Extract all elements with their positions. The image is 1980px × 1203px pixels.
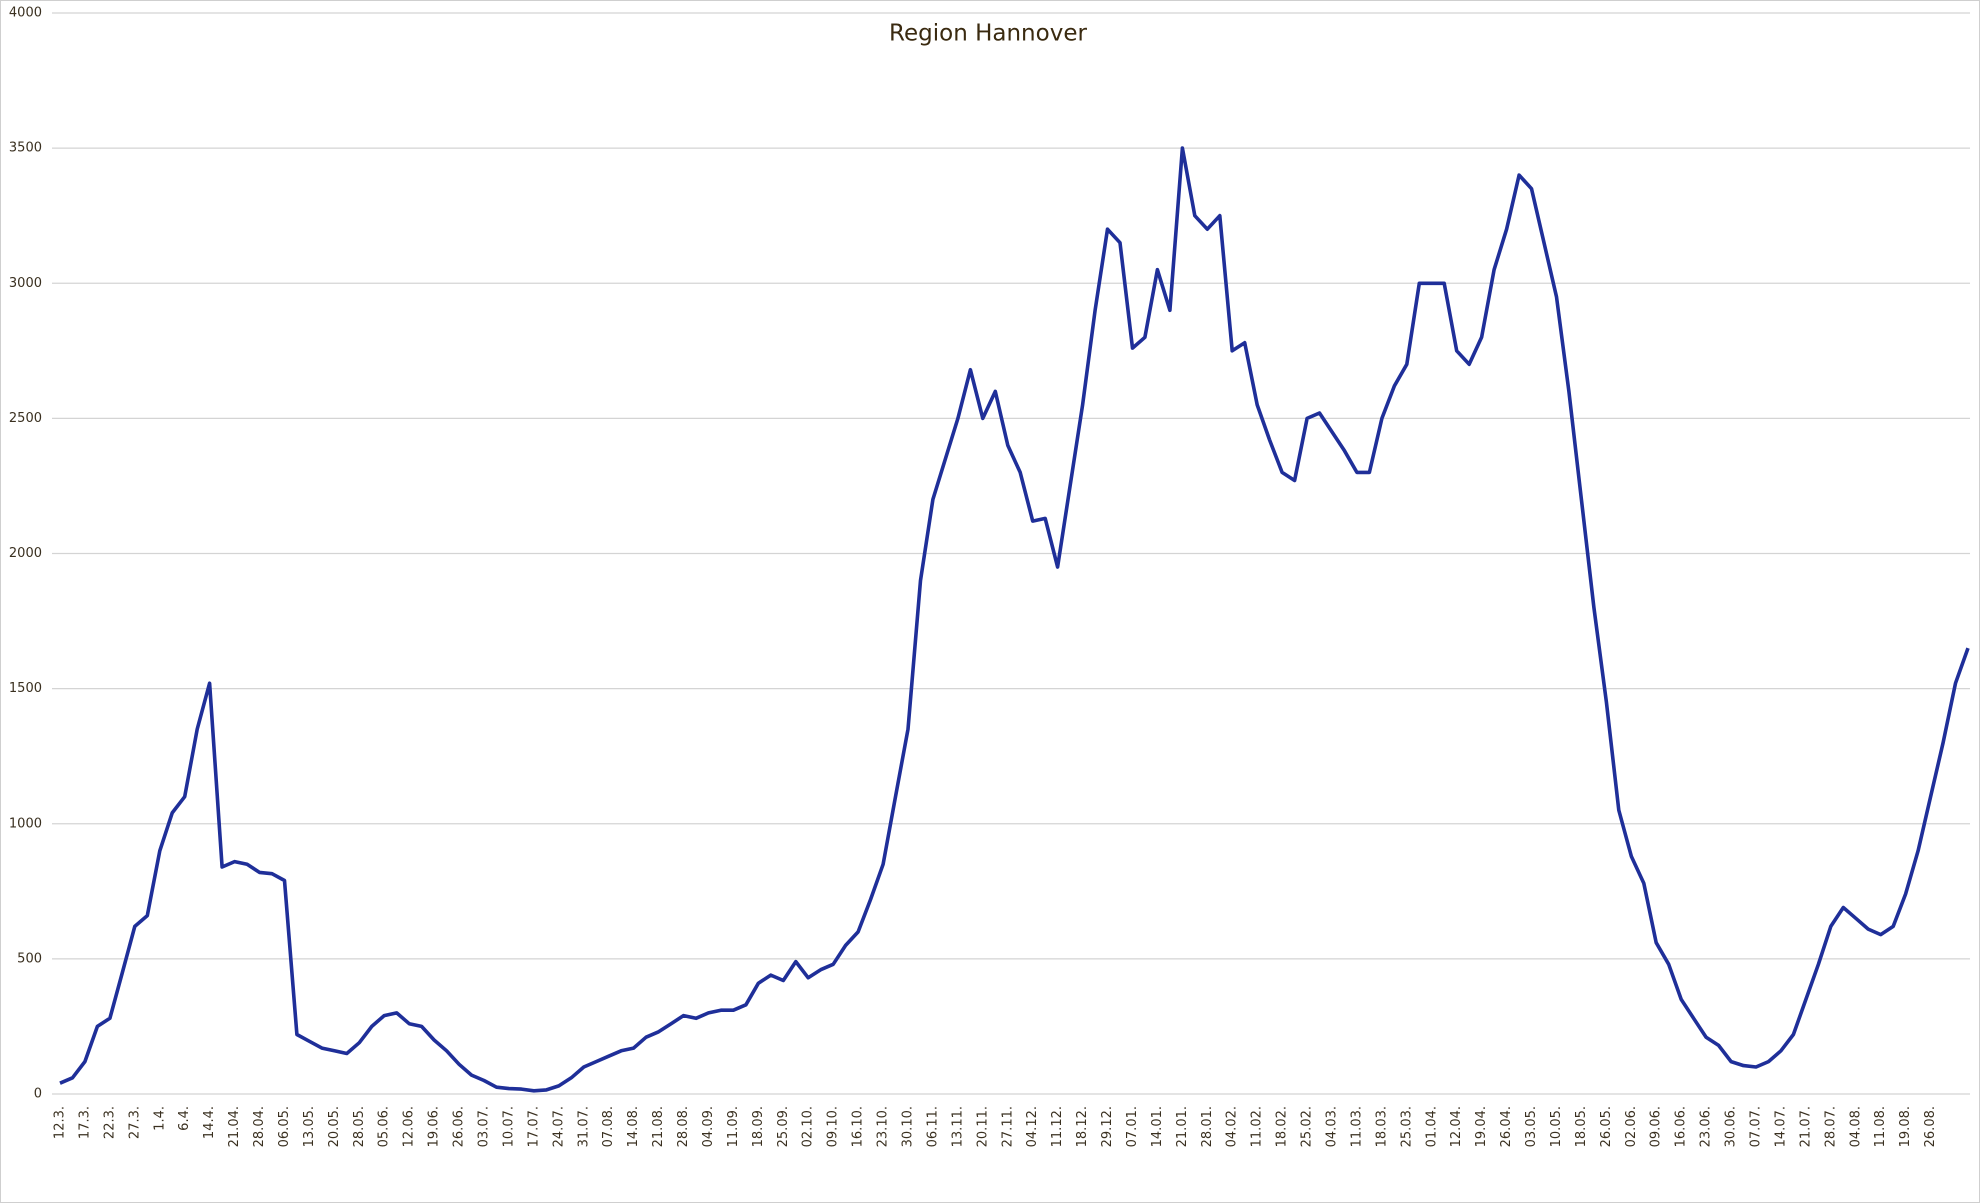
x-tick-label: 03.05. [1524, 1106, 1539, 1147]
y-tick-label: 500 [17, 951, 42, 966]
x-tick-label: 04.03. [1325, 1106, 1340, 1147]
x-tick-label: 10.07. [501, 1106, 516, 1147]
y-tick-label: 1500 [9, 681, 42, 696]
data-line [59, 146, 1970, 1093]
x-tick-label: 21.01. [1175, 1106, 1190, 1147]
x-tick-label: 14.08. [626, 1106, 641, 1147]
x-tick-label: 30.10. [901, 1106, 916, 1147]
x-tick-label: 23.10. [876, 1106, 891, 1147]
x-tick-label: 24.07. [551, 1106, 566, 1147]
x-tick-label: 26.06. [452, 1106, 467, 1147]
x-tick-label: 11.03. [1349, 1106, 1364, 1147]
x-tick-label: 25.03. [1399, 1106, 1414, 1147]
x-tick-label: 18.03. [1374, 1106, 1389, 1147]
x-tick-label: 09.06. [1649, 1106, 1664, 1147]
y-tick-label: 1000 [9, 816, 42, 831]
x-tick-label: 12.04. [1449, 1106, 1464, 1147]
x-tick-label: 04.12. [1025, 1106, 1040, 1147]
x-tick-label: 25.09. [776, 1106, 791, 1147]
x-tick-label: 28.08. [676, 1106, 691, 1147]
chart-title: Region Hannover [889, 21, 1087, 47]
x-tick-label: 19.08. [1898, 1106, 1913, 1147]
x-tick-label: 19.04. [1474, 1106, 1489, 1147]
x-tick-label: 27.11. [1000, 1106, 1015, 1147]
y-tick-label: 2000 [9, 546, 42, 561]
x-tick-label: 14.07. [1773, 1106, 1788, 1147]
x-tick-label: 11.09. [726, 1106, 741, 1147]
x-tick-label: 11.02. [1250, 1106, 1265, 1147]
x-tick-label: 18.09. [751, 1106, 766, 1147]
x-tick-label: 06.05. [277, 1106, 292, 1147]
x-tick-label: 20.11. [975, 1106, 990, 1147]
x-tick-label: 31.07. [576, 1106, 591, 1147]
x-tick-label: 04.08. [1848, 1106, 1863, 1147]
x-tick-label: 29.12. [1100, 1106, 1115, 1147]
x-tick-label: 13.05. [302, 1106, 317, 1147]
x-tick-label: 07.08. [601, 1106, 616, 1147]
x-tick-label: 27.3. [127, 1106, 142, 1139]
x-tick-label: 07.01. [1125, 1106, 1140, 1147]
x-tick-label: 18.05. [1574, 1106, 1589, 1147]
x-tick-label: 21.07. [1798, 1106, 1813, 1147]
x-tick-label: 11.12. [1050, 1106, 1065, 1147]
x-tick-label: 01.04. [1424, 1106, 1439, 1147]
x-tick-label: 06.11. [925, 1106, 940, 1147]
y-tick-label: 4000 [9, 6, 42, 21]
x-tick-label: 28.01. [1200, 1106, 1215, 1147]
x-tick-label: 05.06. [377, 1106, 392, 1147]
x-tick-label: 16.06. [1674, 1106, 1689, 1147]
x-tick-label: 30.06. [1724, 1106, 1739, 1147]
x-tick-label: 14.01. [1150, 1106, 1165, 1147]
x-tick-label: 03.07. [477, 1106, 492, 1147]
x-tick-label: 22.3. [102, 1106, 117, 1139]
x-tick-label: 18.12. [1075, 1106, 1090, 1147]
x-tick-label: 12.3. [53, 1106, 68, 1139]
x-tick-label: 13.11. [950, 1106, 965, 1147]
x-tick-label: 04.09. [701, 1106, 716, 1147]
x-tick-label: 26.08. [1923, 1106, 1938, 1147]
x-tick-label: 28.07. [1823, 1106, 1838, 1147]
x-tick-label: 18.02. [1275, 1106, 1290, 1147]
x-tick-label: 17.07. [526, 1106, 541, 1147]
x-tick-label: 28.05. [352, 1106, 367, 1147]
x-tick-label: 04.02. [1225, 1106, 1240, 1147]
x-tick-label: 19.06. [427, 1106, 442, 1147]
x-tick-label: 09.10. [826, 1106, 841, 1147]
x-tick-label: 20.05. [327, 1106, 342, 1147]
x-tick-label: 02.06. [1624, 1106, 1639, 1147]
y-tick-label: 3500 [9, 141, 42, 156]
x-tick-label: 21.08. [651, 1106, 666, 1147]
x-tick-label: 14.4. [202, 1106, 217, 1139]
x-tick-label: 1.4. [152, 1106, 167, 1131]
x-tick-label: 02.10. [801, 1106, 816, 1147]
y-tick-label: 0 [34, 1087, 42, 1102]
y-tick-label: 2500 [9, 411, 42, 426]
x-tick-label: 25.02. [1300, 1106, 1315, 1147]
x-tick-label: 26.05. [1599, 1106, 1614, 1147]
x-tick-label: 21.04. [227, 1106, 242, 1147]
x-tick-label: 16.10. [851, 1106, 866, 1147]
x-tick-label: 12.06. [402, 1106, 417, 1147]
x-tick-label: 07.07. [1749, 1106, 1764, 1147]
x-tick-label: 11.08. [1873, 1106, 1888, 1147]
x-tick-label: 6.4. [177, 1106, 192, 1131]
x-tick-label: 10.05. [1549, 1106, 1564, 1147]
x-tick-label: 26.04. [1499, 1106, 1514, 1147]
x-tick-label: 28.04. [252, 1106, 267, 1147]
x-tick-label: 23.06. [1699, 1106, 1714, 1147]
y-tick-label: 3000 [9, 276, 42, 291]
x-tick-label: 17.3. [77, 1106, 92, 1139]
